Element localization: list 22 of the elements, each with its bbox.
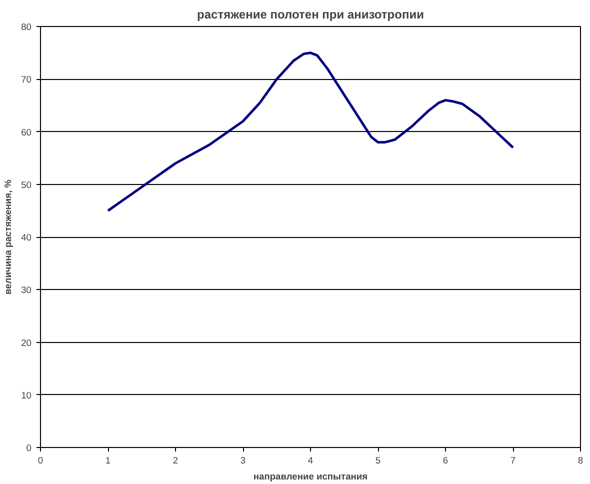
x-axis-title: направление испытания — [253, 472, 368, 482]
chart-title: растяжение полотен при анизотропии — [197, 8, 424, 22]
y-tick-label: 60 — [21, 127, 32, 138]
y-axis-title: величина растяжения, % — [3, 178, 14, 295]
x-tick-label: 3 — [240, 456, 246, 466]
x-tick-label: 1 — [105, 456, 111, 466]
y-tick-label: 10 — [21, 390, 32, 400]
x-tick-label: 0 — [38, 456, 44, 466]
line-series — [106, 52, 514, 212]
y-tick-label: 30 — [21, 285, 32, 296]
y-tick-label: 20 — [21, 338, 32, 348]
x-tick-label: 6 — [442, 456, 448, 466]
x-tick-label: 5 — [375, 456, 381, 466]
y-tick-label: 70 — [21, 74, 32, 85]
y-tick-label: 80 — [21, 22, 32, 32]
y-tick-label: 0 — [26, 443, 32, 453]
x-tick-label: 2 — [172, 456, 178, 466]
y-tick-label: 40 — [21, 232, 32, 242]
x-tick-label: 4 — [308, 456, 314, 466]
y-tick-label: 50 — [21, 180, 32, 190]
x-tick-label: 7 — [510, 456, 516, 466]
x-tick-label: 8 — [578, 456, 584, 466]
